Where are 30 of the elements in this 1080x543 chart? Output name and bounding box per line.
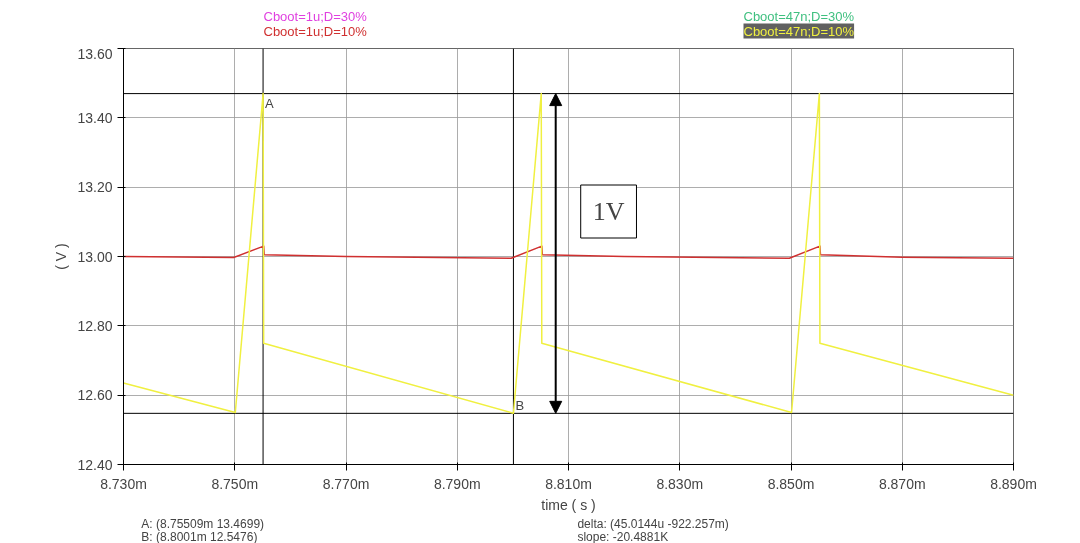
legend-label: Cboot=47n;D=30% <box>743 8 855 24</box>
y-tick-label: 12.80 <box>77 317 113 334</box>
x-tick-label: 8.750m <box>211 475 259 492</box>
x-tick-label: 8.890m <box>990 475 1037 492</box>
y-axis-title: ( V ) <box>53 243 70 270</box>
x-tick-label: 8.870m <box>878 475 926 492</box>
x-tick-label: 8.810m <box>545 475 592 492</box>
y-tick-label: 12.60 <box>77 387 113 404</box>
x-tick-label: 8.770m <box>322 475 370 492</box>
text: Cboot=47n;D=10% <box>743 23 855 39</box>
x-tick-label: 8.830m <box>656 475 704 492</box>
legend-label: Cboot=1u;D=30% <box>263 8 368 24</box>
text: delta: (45.0144u -922.257m) <box>577 516 729 531</box>
line-series <box>123 245 1014 259</box>
y-tick-label: 13.20 <box>77 179 113 196</box>
x-tick-label: 8.790m <box>433 475 481 492</box>
text: B: (8.8001m 12.5476) <box>141 529 258 543</box>
y-tick-label: 13.00 <box>77 248 113 265</box>
x-tick-label: 8.730m <box>100 475 147 492</box>
annotation: 1V <box>592 197 625 226</box>
y-tick-label: 13.40 <box>77 109 113 126</box>
y-tick-label: 13.60 <box>77 45 113 62</box>
annotation: A <box>265 95 275 111</box>
y-tick-label: 12.40 <box>77 456 113 473</box>
annotation: B <box>515 398 525 414</box>
text: A: (8.75509m 13.4699) <box>141 516 265 531</box>
x-tick-label: 8.850m <box>767 475 815 492</box>
line-series <box>123 92 1014 414</box>
x-axis-title: time ( s ) <box>541 496 596 513</box>
text: Cboot=1u;D=10% <box>263 23 368 39</box>
